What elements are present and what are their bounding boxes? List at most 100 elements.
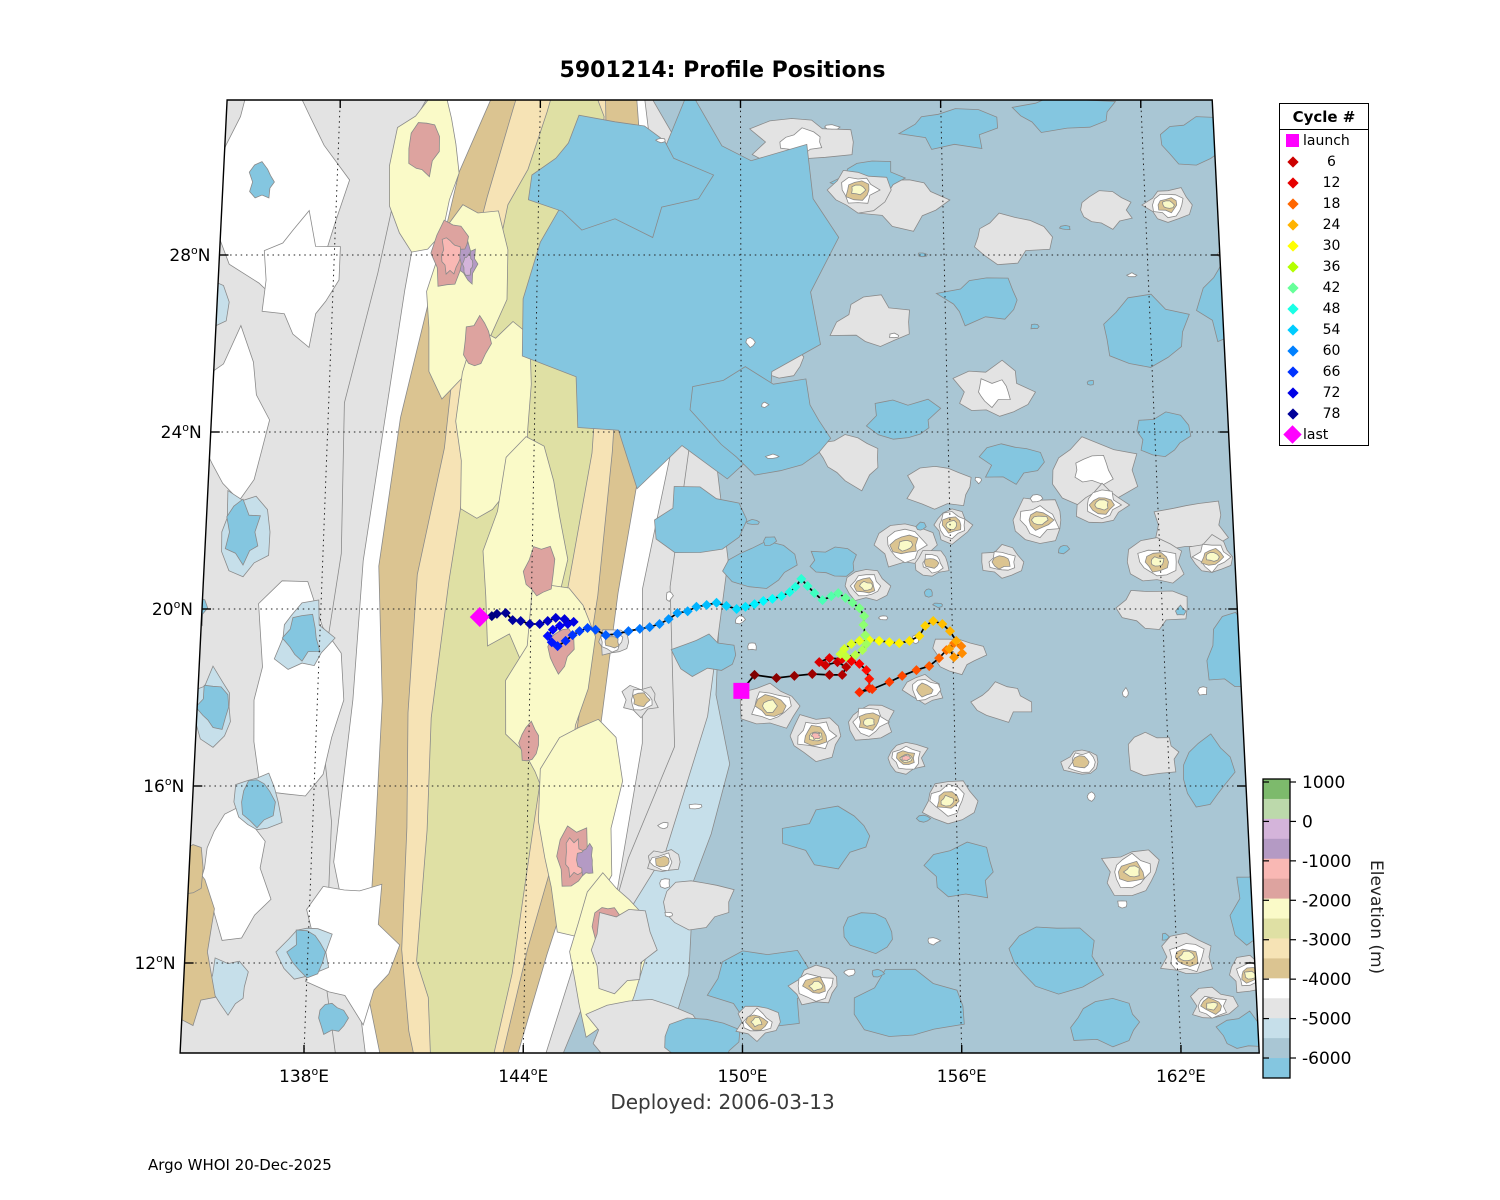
- legend-label: 54: [1322, 321, 1341, 338]
- legend-entry-last: last: [1280, 424, 1368, 445]
- profile-marker: [914, 630, 925, 641]
- profile-marker: [568, 616, 579, 627]
- legend-entry-54: 54: [1280, 319, 1368, 340]
- profile-marker: [486, 611, 497, 622]
- colorbar-tick-label: 1000: [1302, 773, 1345, 793]
- colorbar-tick-label: 0: [1302, 812, 1313, 832]
- profile-marker: [951, 635, 962, 646]
- colorbar-tick-label: -2000: [1302, 891, 1351, 911]
- legend-label: last: [1303, 426, 1329, 443]
- profile-marker: [789, 670, 800, 681]
- cycle-diamond-icon: [1284, 323, 1301, 336]
- legend-entry-36: 36: [1280, 256, 1368, 277]
- cycle-diamond-icon: [1283, 425, 1302, 444]
- profile-marker: [894, 638, 905, 649]
- profile-marker: [691, 601, 702, 612]
- profile-marker: [758, 596, 769, 607]
- legend-entry-72: 72: [1280, 382, 1368, 403]
- profile-marker: [663, 614, 674, 625]
- cycle-diamond-icon: [1284, 386, 1301, 399]
- profile-marker: [957, 648, 968, 659]
- colorbar-segment: [1263, 878, 1290, 900]
- profile-marker: [884, 637, 895, 648]
- legend-label: 42: [1322, 279, 1341, 296]
- profile-marker: [807, 669, 818, 680]
- cycle-diamond-icon: [1284, 281, 1301, 294]
- cycle-diamond-icon: [1284, 407, 1301, 420]
- float-track-line: [479, 577, 964, 694]
- legend-entry-launch: launch: [1280, 130, 1368, 151]
- colorbar-segment: [1263, 838, 1290, 860]
- profile-marker: [824, 653, 835, 664]
- last-position-marker: [469, 606, 490, 627]
- profile-marker: [542, 615, 553, 626]
- legend-label: 78: [1322, 405, 1341, 422]
- lon-tick-label: 162oE: [1156, 1065, 1206, 1087]
- profile-marker: [701, 600, 712, 611]
- profile-marker: [682, 606, 693, 617]
- deployed-label: Deployed: 2006-03-13: [610, 1090, 835, 1114]
- profile-marker: [833, 588, 844, 599]
- profile-marker: [860, 630, 871, 641]
- legend-entry-12: 12: [1280, 172, 1368, 193]
- credit-label: Argo WHOI 20-Dec-2025: [148, 1156, 332, 1174]
- graticule: [184, 100, 1255, 1053]
- legend-entry-78: 78: [1280, 403, 1368, 424]
- legend-label: 18: [1322, 195, 1341, 212]
- profile-marker: [928, 615, 939, 626]
- profile-marker: [771, 673, 782, 684]
- map-border: [179, 99, 1260, 1054]
- profile-marker: [550, 612, 561, 623]
- profile-marker: [612, 628, 623, 639]
- profile-marker: [644, 622, 655, 633]
- cycle-diamond-icon: [1284, 302, 1301, 315]
- profile-marker: [864, 673, 875, 684]
- colorbar-segment: [1263, 798, 1290, 820]
- colorbar-segment: [1263, 1018, 1290, 1039]
- profile-marker: [861, 638, 872, 649]
- profile-marker: [956, 641, 967, 652]
- profile-marker: [809, 588, 820, 599]
- colorbar: 1000 0 -1000 -2000 -3000 -4000 -5000 -6000: [1262, 773, 1351, 1079]
- profile-marker: [897, 670, 908, 681]
- profile-marker: [841, 661, 852, 672]
- cycle-diamond-icon: [1284, 155, 1301, 168]
- lon-tick-label: 156oE: [937, 1065, 987, 1087]
- colorbar-tick-label: -3000: [1302, 931, 1351, 951]
- legend-entry-60: 60: [1280, 340, 1368, 361]
- profile-marker: [911, 665, 922, 676]
- colorbar-segment: [1263, 1038, 1290, 1059]
- legend-entry-48: 48: [1280, 298, 1368, 319]
- profile-marker: [850, 650, 861, 661]
- profile-marker: [884, 677, 895, 688]
- legend-label: 66: [1322, 363, 1341, 380]
- profile-marker: [859, 611, 870, 622]
- profile-marker: [542, 630, 553, 641]
- profile-marker: [944, 643, 955, 654]
- profile-marker: [937, 619, 948, 630]
- legend-label: 6: [1327, 153, 1336, 170]
- profile-marker: [904, 635, 915, 646]
- profile-marker: [654, 619, 665, 630]
- cycle-diamond-icon: [1284, 218, 1301, 231]
- profile-marker: [802, 580, 813, 591]
- bathymetry: [180, 100, 1260, 1053]
- profile-marker: [858, 619, 869, 630]
- profile-marker: [767, 593, 778, 604]
- profile-marker: [515, 615, 526, 626]
- colorbar-tick-label: -6000: [1302, 1049, 1351, 1069]
- colorbar-segment: [1263, 958, 1290, 979]
- profile-marker: [507, 615, 518, 626]
- profile-marker: [857, 645, 868, 656]
- lat-tick-label: 24oN: [161, 421, 202, 443]
- colorbar-segment: [1263, 998, 1290, 1019]
- lat-tick-label: 16oN: [143, 775, 184, 797]
- colorbar-axis-label: Elevation (m): [1366, 860, 1386, 975]
- colorbar-segment: [1263, 918, 1290, 939]
- lon-tick-label: 150oE: [718, 1065, 768, 1087]
- legend-label: launch: [1303, 132, 1350, 149]
- profile-marker: [854, 687, 865, 698]
- profile-marker: [945, 626, 956, 637]
- colorbar-segment: [1263, 898, 1290, 920]
